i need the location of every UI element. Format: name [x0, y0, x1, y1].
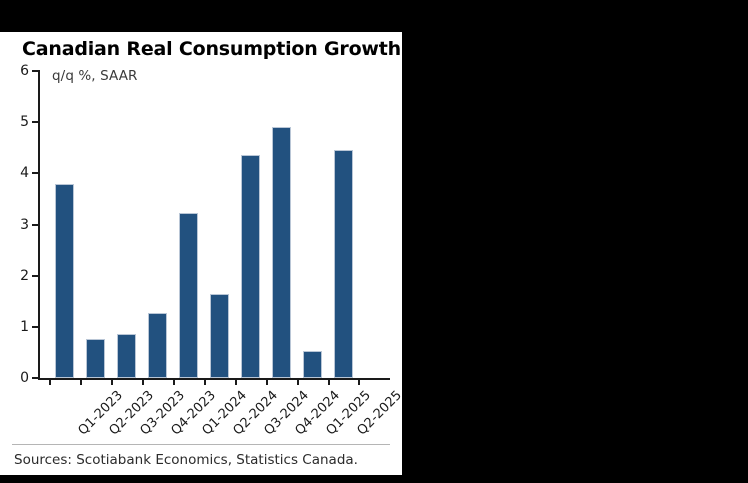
y-axis-tick-label: 6: [20, 63, 29, 79]
bar: [86, 338, 105, 378]
bar: [117, 333, 136, 378]
y-axis-tick: [32, 223, 40, 226]
bar: [148, 312, 167, 378]
x-axis-tick: [296, 378, 299, 385]
footer-divider: [12, 444, 390, 445]
source-note: Sources: Scotiabank Economics, Statistic…: [14, 452, 358, 468]
bar: [334, 149, 353, 378]
y-axis-tick: [32, 377, 40, 379]
y-axis-tick-label: 0: [20, 370, 29, 386]
y-axis-tick: [32, 121, 40, 124]
y-axis-tick-label: 5: [20, 114, 29, 131]
x-axis-tick: [327, 378, 330, 385]
x-axis-tick: [79, 378, 82, 385]
y-axis-tick-label: 4: [20, 165, 29, 182]
bar: [272, 126, 291, 378]
bar: [241, 154, 260, 378]
y-axis-tick: [32, 325, 40, 328]
y-axis-tick: [32, 70, 40, 72]
bar: [179, 212, 198, 378]
bar: [55, 184, 74, 378]
x-axis-tick: [203, 378, 206, 385]
y-axis-tick: [32, 274, 40, 277]
x-axis-tick: [110, 378, 113, 385]
x-axis-tick: [357, 378, 360, 385]
x-axis-line: [38, 378, 390, 380]
y-axis-tick-label: 1: [20, 318, 29, 335]
x-axis-tick: [141, 378, 144, 385]
y-axis-tick-label: 3: [20, 216, 29, 233]
bar: [210, 293, 229, 378]
x-axis-tick: [234, 378, 237, 385]
x-axis-tick: [48, 378, 51, 385]
x-axis-tick: [265, 378, 268, 385]
bar: [303, 350, 322, 378]
chart-subtitle: q/q %, SAAR: [52, 68, 138, 84]
y-axis-tick-label: 2: [20, 267, 29, 284]
page-title: Canadian Real Consumption Growth: [22, 38, 401, 60]
x-axis-tick: [172, 378, 175, 385]
y-axis-tick: [32, 172, 40, 175]
chart-panel: Canadian Real Consumption Growth q/q %, …: [0, 32, 402, 475]
